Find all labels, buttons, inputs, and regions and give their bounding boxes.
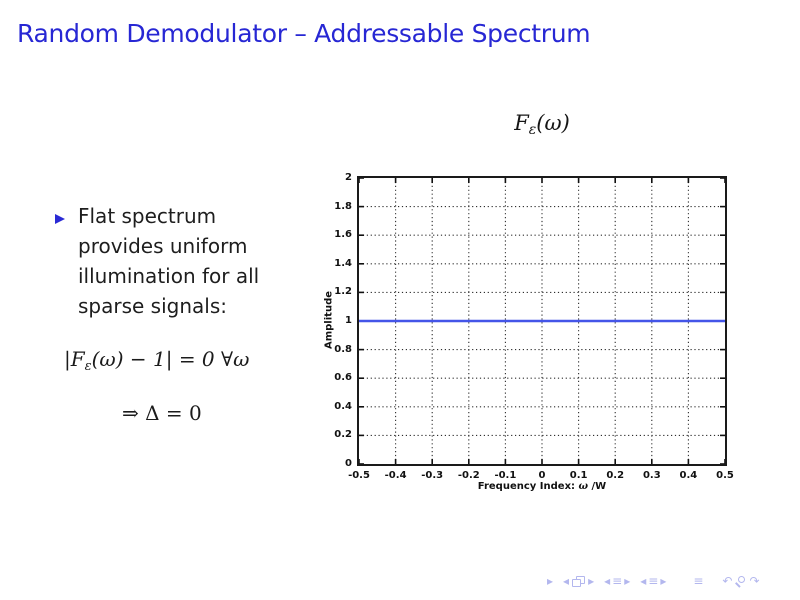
x-tick-label: -0.1: [494, 470, 517, 481]
y-tick-label: 0: [345, 458, 352, 469]
y-tick-label: 1.2: [334, 286, 352, 298]
section-forward-icon[interactable]: ▸: [660, 574, 667, 588]
x-tick-label: 0.5: [716, 470, 734, 481]
slide-title: Random Demodulator – Addressable Spectru…: [17, 19, 591, 48]
y-tick-label: 1.6: [334, 229, 352, 241]
frame-forward-icon[interactable]: ▸: [588, 574, 595, 588]
subsection-back-icon[interactable]: ◂: [604, 574, 611, 588]
subsection-icon[interactable]: ≡: [612, 574, 623, 588]
y-tick-label: 0.4: [334, 400, 352, 412]
y-tick-label: 0.8: [334, 343, 352, 355]
slide-forward-icon[interactable]: ▸: [547, 574, 554, 588]
history-back-icon[interactable]: ↶: [722, 574, 733, 588]
x-tick-label: 0.4: [679, 470, 698, 481]
x-tick-label: 0: [538, 470, 546, 481]
x-tick-label: -0.2: [457, 470, 480, 481]
subsection-forward-icon[interactable]: ▸: [624, 574, 631, 588]
bullet-triangle-icon: [55, 214, 65, 224]
beamer-navigation-bar: ▸ ◂ ▸ ◂ ≡ ▸ ◂ ≡ ▸ ≡ ↶ ↷: [546, 574, 761, 588]
frame-icon-front-page: [572, 578, 582, 587]
history-forward-icon[interactable]: ↷: [749, 574, 760, 588]
bullet-line: sparse signals:: [78, 294, 227, 318]
x-axis-label: Frequency Index: ω /W: [477, 481, 607, 492]
x-tick-label: -0.3: [421, 470, 444, 481]
y-tick-label: 1.8: [334, 200, 352, 212]
x-tick-label: -0.5: [348, 470, 370, 481]
y-tick-label: 2: [345, 172, 352, 183]
bullet-line: Flat spectrum: [78, 204, 217, 228]
plot-canvas: [359, 178, 725, 464]
section-back-icon[interactable]: ◂: [640, 574, 647, 588]
bullet-text: Flat spectrum provides uniform illuminat…: [78, 201, 259, 321]
math-equation-delta: ⇒ Δ = 0: [122, 401, 202, 425]
appendix-icon[interactable]: ≡: [693, 574, 704, 588]
math-equation-flatness: |Fε(ω) − 1| = 0 ∀ω: [64, 347, 250, 374]
section-icon[interactable]: ≡: [648, 574, 659, 588]
y-tick-label: 0.2: [334, 429, 352, 441]
spectrum-plot: [357, 176, 727, 466]
frame-icon[interactable]: [572, 575, 586, 587]
x-tick-label: 0.2: [606, 470, 625, 481]
bullet-line: illumination for all: [78, 264, 260, 288]
bullet-line: provides uniform: [78, 234, 248, 258]
figure-heading: Fε(ω): [514, 111, 570, 138]
x-tick-label: 0.1: [569, 470, 588, 481]
frame-back-icon[interactable]: ◂: [563, 574, 570, 588]
y-tick-label: 0.6: [334, 372, 352, 384]
y-tick-label: 1.4: [334, 257, 352, 269]
y-tick-label: 1: [345, 315, 352, 326]
search-icon[interactable]: [735, 575, 746, 587]
x-tick-label: 0.3: [642, 470, 661, 481]
x-tick-label: -0.4: [384, 470, 407, 481]
